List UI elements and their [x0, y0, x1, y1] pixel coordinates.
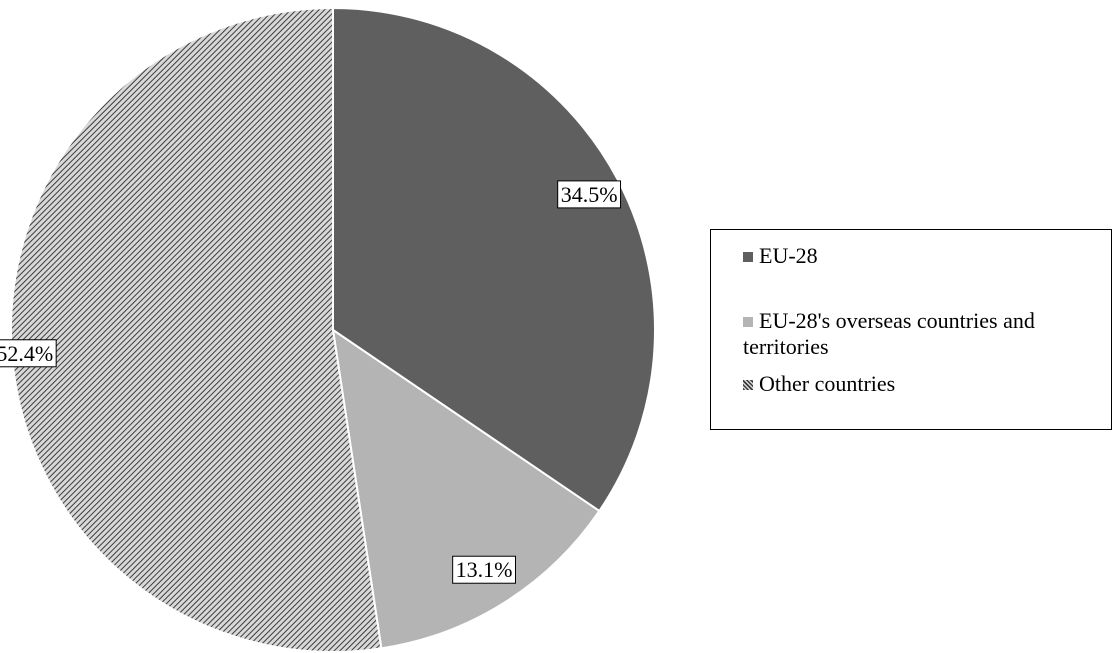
data-label-box: [452, 555, 516, 584]
legend-swatch-overseas: [743, 317, 753, 327]
data-label-box: [0, 339, 57, 368]
data-label-box: [557, 180, 622, 209]
legend-item-eu-28: EU-28: [743, 243, 1103, 269]
legend-swatch-eu-28: [743, 252, 753, 262]
data-label-eu-28-s-overseas-countries-and-territories: 13.1%: [456, 557, 513, 582]
legend-label: EU-28: [759, 243, 818, 268]
legend-item-other-countries: Other countries: [743, 371, 1103, 397]
data-label-other-countries: 52.4%: [0, 341, 53, 366]
pie-slice-other-countries: [10, 6, 383, 653]
legend-item-overseas: EU-28's overseas countries and territori…: [743, 308, 1103, 360]
pie-data-labels: 34.5% 13.1% 52.4%: [0, 180, 622, 584]
pie-slice-eu-28: [332, 6, 656, 513]
legend-label: EU-28's overseas countries and territori…: [743, 308, 1035, 359]
data-label-eu-28: 34.5%: [561, 182, 618, 207]
legend-swatch-other-countries: [743, 380, 753, 390]
pie-slice-eu-28-s-overseas-countries-and-territories: [331, 327, 601, 650]
legend: EU-28 EU-28's overseas countries and ter…: [710, 229, 1112, 430]
pie-slices: [10, 6, 656, 653]
legend-label: Other countries: [759, 371, 896, 396]
